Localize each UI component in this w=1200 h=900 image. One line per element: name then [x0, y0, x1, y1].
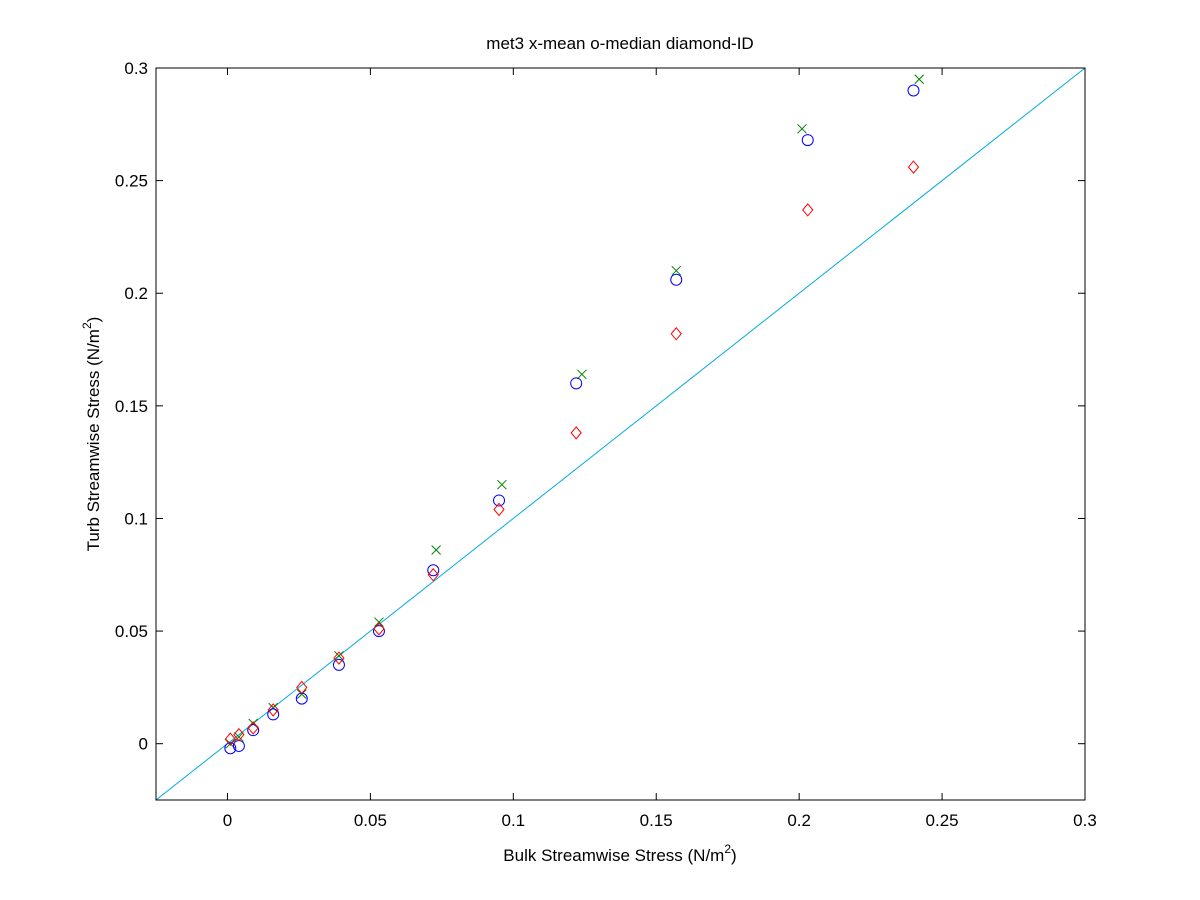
- mean-x-marker: [914, 74, 925, 85]
- median-circle-marker: [332, 658, 345, 671]
- reference-line-group: [155, 67, 1086, 801]
- x-axis-title: Bulk Streamwise Stress (N/m2): [503, 842, 736, 865]
- y-tick-label: 0.05: [115, 622, 148, 641]
- median-circle-marker: [670, 273, 683, 286]
- id-diamond-marker: [427, 567, 439, 582]
- x-tick-label: 0.15: [640, 811, 673, 830]
- id-diamond-marker: [493, 502, 505, 517]
- median-circle-marker: [224, 742, 237, 755]
- mean-x-marker: [268, 702, 279, 713]
- axis-ticks: [156, 67, 1086, 800]
- id-diamond-marker: [802, 203, 814, 217]
- mean-x-marker: [797, 123, 807, 134]
- mean-x-marker: [431, 545, 441, 555]
- median-circle-marker: [570, 377, 583, 390]
- data-markers: [224, 74, 925, 755]
- x-tick-label: 0: [223, 811, 232, 830]
- median-circle-marker: [372, 625, 385, 638]
- mean-x-marker: [234, 732, 244, 742]
- y-axis-title-superscript: 2: [80, 322, 94, 329]
- id-diamond-marker: [233, 727, 245, 742]
- y-tick-label: 0.25: [115, 172, 148, 191]
- median-circle-marker: [247, 724, 260, 737]
- x-axis-title-main: Bulk Streamwise Stress (N/m: [503, 846, 724, 865]
- y-tick-label: 0.1: [124, 509, 148, 528]
- x-tick-label: 0.25: [926, 811, 959, 830]
- y-tick-label: 0: [139, 735, 148, 754]
- y-axis-title: Turb Streamwise Stress (N/m2): [80, 317, 103, 552]
- x-axis-title-tail: ): [731, 846, 737, 865]
- y-tick-label: 0.3: [124, 59, 148, 78]
- mean-x-marker: [248, 718, 259, 729]
- y-axis-title-tail: ): [84, 317, 103, 323]
- x-tick-label: 0.1: [501, 811, 525, 830]
- median-circle-marker: [907, 84, 920, 97]
- plot-area-frame: [155, 67, 1086, 801]
- id-diamond-marker: [373, 622, 385, 636]
- y-tick-label: 0.15: [115, 397, 148, 416]
- mean-x-marker: [497, 479, 507, 490]
- id-diamond-marker: [333, 651, 345, 665]
- id-diamond-marker: [570, 426, 582, 440]
- id-diamond-marker: [224, 732, 236, 746]
- mean-x-marker: [577, 369, 587, 380]
- id-diamond-marker: [907, 160, 920, 174]
- x-tick-label: 0.3: [1073, 811, 1097, 830]
- mean-x-marker: [334, 650, 344, 661]
- y-axis-title-main: Turb Streamwise Stress (N/m: [84, 329, 103, 551]
- median-circle-marker: [267, 708, 280, 721]
- tick-labels: 0 0.05 0.1 0.15 0.2 0.25 0.3 0 0.05 0.1 0.15 0.2 0.2…: [115, 59, 1097, 830]
- id-diamond-marker: [247, 721, 259, 735]
- y-tick-label: 0.2: [124, 284, 148, 303]
- plot-title: met3 x-mean o-median diamond-ID: [486, 34, 753, 53]
- reference-line-y-equals-x: [155, 67, 1086, 801]
- id-diamond-marker: [296, 680, 308, 695]
- mean-x-marker: [671, 265, 682, 276]
- median-circle-marker: [801, 134, 814, 147]
- x-tick-label: 0.2: [787, 811, 811, 830]
- median-circle-marker: [493, 494, 506, 507]
- id-diamond-marker: [267, 703, 279, 717]
- id-diamond-marker: [670, 326, 682, 341]
- median-circle-marker: [427, 564, 440, 577]
- x-tick-label: 0.05: [354, 811, 387, 830]
- x-axis-title-superscript: 2: [724, 842, 731, 856]
